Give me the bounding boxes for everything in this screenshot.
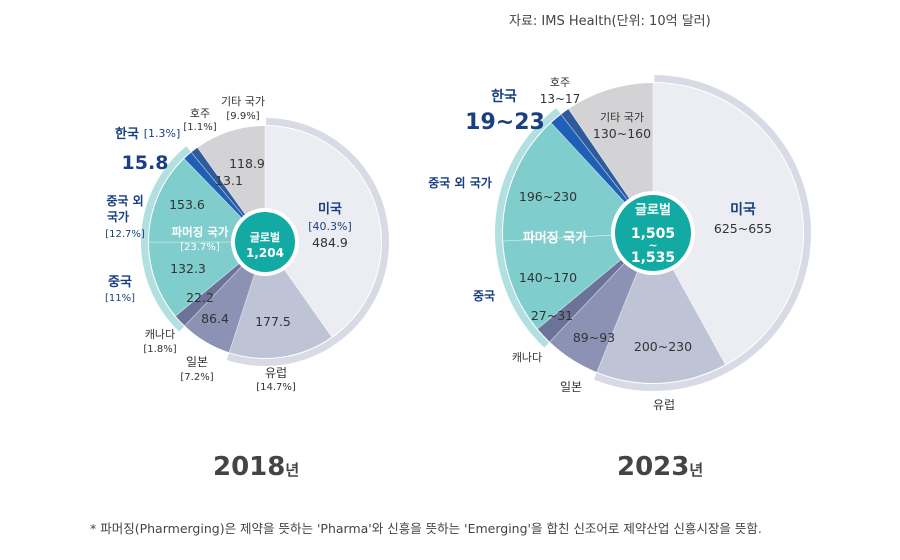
pct-korea: [1.3%]: [144, 127, 181, 140]
slice-china: [503, 233, 653, 329]
center-value-1: 1,505: [631, 226, 675, 242]
year-2018-suffix: 년: [285, 461, 300, 479]
value-other-pharmerging: 153.6: [169, 197, 205, 212]
slice-usa: [653, 83, 803, 365]
center-label: 글로벌: [250, 230, 280, 244]
slice-other: [568, 83, 653, 233]
label-korea: 한국: [115, 126, 139, 142]
pct-europe: [14.7%]: [256, 382, 296, 393]
year-2023-suffix: 년: [689, 461, 704, 479]
pct-china: [11%]: [105, 293, 135, 304]
slice-europe: [229, 242, 332, 358]
pharmerging-label: 파머징 국가: [172, 225, 229, 239]
pharmerging-label: 파머징 국가: [523, 230, 587, 246]
value-china: 140~170: [519, 270, 577, 285]
pharmerging-ring: [141, 146, 191, 332]
value-other: 118.9: [229, 156, 265, 171]
label-china: 중국: [108, 275, 132, 290]
value-other-pharmerging: 196~230: [519, 189, 577, 204]
value-china: 132.3: [170, 261, 206, 276]
slice-japan: [184, 242, 265, 353]
pharmerging-ring: [495, 108, 561, 348]
source-note: 자료: IMS Health(단위: 10억 달러): [509, 14, 711, 29]
label-europe: 유럽: [653, 398, 675, 412]
label-japan: 일본: [186, 355, 208, 369]
year-2018-number: 2018: [213, 452, 286, 482]
value-canada: 27~31: [531, 308, 573, 323]
value-australia: 13~17: [540, 92, 581, 106]
slice-usa: [265, 126, 381, 337]
label-canada: 캐나다: [512, 351, 542, 364]
footnote: * 파머징(Pharmerging)은 제약을 뜻하는 'Pharma'와 신흥…: [90, 521, 762, 536]
center-value-2: 1,535: [631, 250, 675, 266]
label-china: 중국: [473, 289, 495, 303]
slice-china: [149, 242, 265, 316]
pct-japan: [7.2%]: [180, 372, 213, 383]
value-canada: 22.2: [186, 290, 214, 305]
label-europe: 유럽: [265, 366, 287, 380]
value-other: 130~160: [593, 126, 651, 141]
value-europe: 177.5: [255, 314, 291, 329]
label-other: 기타 국가: [600, 111, 644, 124]
developed-ring: [226, 118, 389, 366]
center-label: 글로벌: [635, 203, 671, 218]
label-japan: 일본: [560, 380, 582, 394]
center-circle: [615, 195, 691, 271]
pct-other: [9.9%]: [226, 111, 259, 122]
center-circle: [235, 212, 295, 272]
label-other-pharmerging: 중국 외 국가: [428, 175, 492, 190]
value-usa: 484.9: [312, 235, 348, 250]
slice-other_pharmerging: [503, 122, 653, 242]
label-canada: 캐나다: [145, 328, 175, 341]
pct-usa: [40.3%]: [308, 220, 352, 233]
value-japan: 89~93: [573, 330, 615, 345]
label-australia: 호주: [550, 76, 570, 89]
pie-charts: 글로벌 1,204 484.9 177.5 86.4 22.2 132.3 153.6 13.1…: [105, 75, 811, 412]
year-2023-label: 2023년: [617, 452, 703, 482]
pct-australia: [1.1%]: [183, 122, 216, 133]
value-europe: 200~230: [634, 339, 692, 354]
developed-ring: [593, 75, 811, 391]
label-usa: 미국: [730, 202, 756, 218]
slice-europe: [596, 233, 726, 383]
label-korea: 한국: [491, 89, 517, 105]
value-korea: 15.8: [122, 152, 169, 174]
center-tilde: ~: [648, 239, 657, 252]
slice-other_pharmerging: [149, 158, 265, 243]
value-japan: 86.4: [201, 311, 229, 326]
year-2023-number: 2023: [617, 452, 690, 482]
year-2018-label: 2018년: [213, 452, 299, 482]
slice-japan: [549, 233, 653, 373]
value-australia: 13.1: [215, 173, 243, 188]
label-australia: 호주: [190, 107, 210, 120]
pharmerging-pct: [23.7%]: [180, 242, 220, 253]
label-usa: 미국: [318, 201, 342, 217]
label-other-pharmerging-line1: 중국 외: [106, 193, 143, 208]
pct-other-pharmerging: [12.7%]: [105, 229, 145, 240]
value-usa: 625~655: [714, 221, 772, 236]
center-value: 1,204: [246, 246, 284, 260]
value-korea: 19~23: [465, 110, 545, 135]
label-other-pharmerging-line2: 국가: [107, 209, 129, 224]
label-other: 기타 국가: [221, 95, 265, 108]
pct-canada: [1.8%]: [143, 344, 176, 355]
